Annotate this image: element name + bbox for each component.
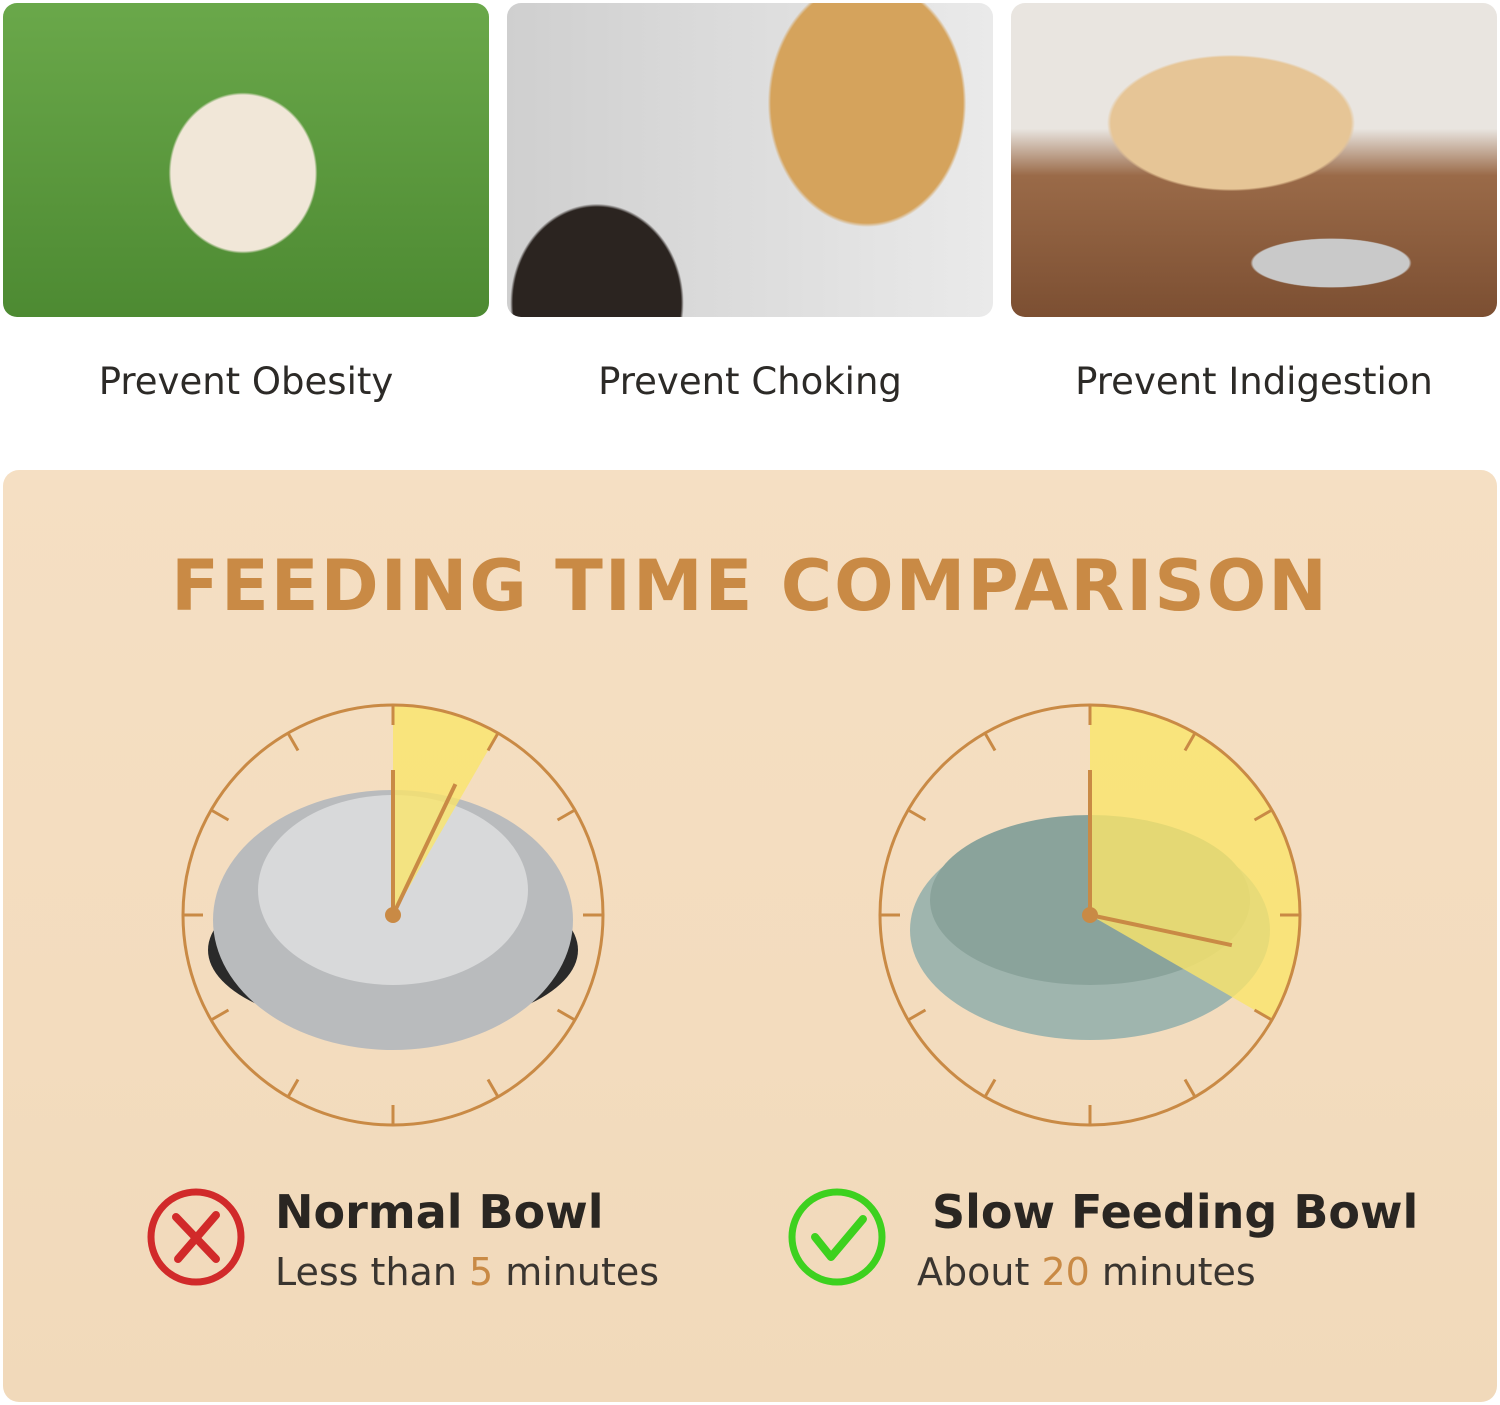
time-suffix: minutes: [493, 1250, 660, 1294]
clock-hand-end: [1089, 913, 1233, 948]
clock-tick: [556, 808, 576, 822]
clock-tick: [907, 1008, 927, 1022]
caption-choking: Prevent Choking: [598, 360, 902, 403]
time-prefix: About: [917, 1250, 1042, 1294]
clock-tick: [907, 808, 927, 822]
normal-bowl-label: Normal Bowl: [275, 1185, 604, 1239]
time-prefix: Less than: [275, 1250, 469, 1294]
elapsed-time-sector: [1090, 705, 1300, 1020]
clock-tick: [486, 1078, 500, 1098]
slow-bowl-time: About 20 minutes: [917, 1250, 1256, 1294]
clock-tick: [210, 1008, 230, 1022]
dog-choking-photo: [507, 3, 993, 317]
time-suffix: minutes: [1089, 1250, 1256, 1294]
obese-pug-photo: [3, 3, 489, 317]
slow-bowl-clock: [878, 703, 1302, 1127]
clock-pivot: [1082, 907, 1098, 923]
clock-tick: [486, 732, 500, 752]
clock-tick: [1183, 1078, 1197, 1098]
clock-hand-end: [391, 783, 458, 916]
clock-tick: [1183, 732, 1197, 752]
clock-tick: [983, 732, 997, 752]
dog-indigestion-photo: [1011, 3, 1497, 317]
normal-bowl-time: Less than 5 minutes: [275, 1250, 659, 1294]
clock-tick: [556, 1008, 576, 1022]
clock-tick: [210, 808, 230, 822]
slow-bowl-label: Slow Feeding Bowl: [932, 1185, 1419, 1239]
clock-tick: [286, 732, 300, 752]
caption-indigestion: Prevent Indigestion: [1075, 360, 1433, 403]
clock-tick: [286, 1078, 300, 1098]
clock-tick: [983, 1078, 997, 1098]
clock-tick: [1253, 808, 1273, 822]
comparison-title: FEEDING TIME COMPARISON: [171, 545, 1329, 627]
clock-tick: [1253, 1008, 1273, 1022]
clock-pivot: [385, 907, 401, 923]
time-minutes: 20: [1041, 1250, 1090, 1294]
x-circle-icon: [147, 1188, 245, 1286]
normal-bowl-clock: [181, 703, 605, 1127]
time-minutes: 5: [469, 1250, 494, 1294]
check-circle-icon: [788, 1188, 886, 1286]
caption-obesity: Prevent Obesity: [98, 360, 394, 403]
